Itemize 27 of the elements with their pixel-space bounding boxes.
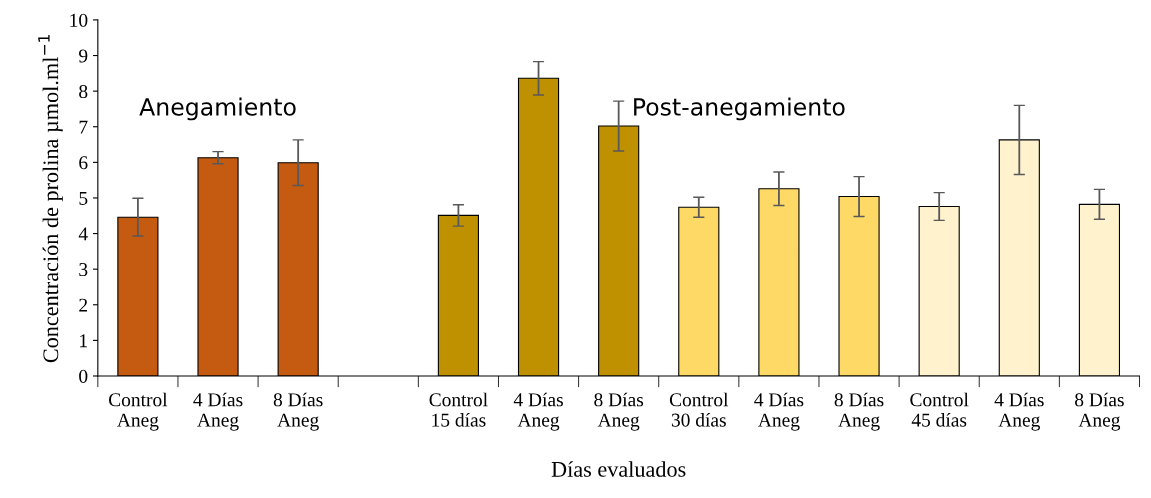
x-tick-label: 8 Días Aneg — [1075, 392, 1124, 431]
y-tick-label: 8 — [79, 84, 88, 99]
x-tick-label: Control Aneg — [108, 392, 168, 431]
y-tick-label: 1 — [80, 334, 87, 348]
y-tick-label: 7 — [79, 120, 88, 134]
x-tick-label: Control 45 días — [910, 392, 969, 427]
y-tick-label: 5 — [79, 191, 88, 205]
y-tick-label: 0 — [79, 369, 88, 383]
x-tick-label: Control 15 días — [429, 392, 488, 427]
annotation: Anegamiento — [139, 97, 296, 121]
x-tick-label: 8 Días Aneg — [273, 392, 323, 431]
x-tick-label: 4 Días Aneg — [513, 392, 563, 431]
y-tick-label: 10 — [70, 13, 88, 27]
x-tick-label: 4 Días Aneg — [994, 392, 1044, 431]
y-tick-label: 2 — [79, 298, 88, 312]
annotation: Post-anegamiento — [634, 97, 845, 121]
x-tick-label: 8 Días Aneg — [834, 392, 884, 431]
x-axis-title: Días evaluados — [551, 461, 686, 477]
y-tick-label: 3 — [79, 263, 88, 277]
y-axis-title: Concentración de prolina µmol.ml$^{−1}$ — [38, 34, 63, 363]
y-tick-label: 4 — [78, 227, 88, 241]
x-tick-label: 8 Días Aneg — [594, 392, 644, 431]
x-tick-label: 4 Días Aneg — [754, 392, 804, 431]
y-tick-label: 9 — [79, 49, 88, 63]
x-tick-label: Control 30 días — [669, 392, 729, 427]
x-tick-label: 4 Días Aneg — [193, 392, 243, 431]
y-tick-label: 6 — [79, 156, 88, 170]
